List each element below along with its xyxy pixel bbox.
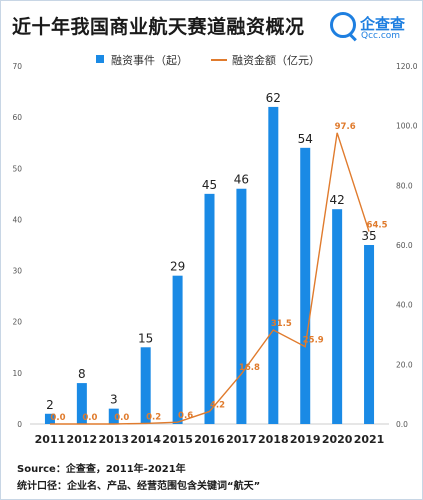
y-right-tick-label: 0.0 [396,420,408,429]
bar-value-label: 42 [329,193,344,207]
chart-legend: 融资事件（起） 融资金额（亿元） [0,52,423,68]
legend-line-label: 融资金额（亿元） [232,54,320,67]
bar [76,383,87,424]
legend-bar-label: 融资事件（起） [111,54,188,67]
bar-value-label: 46 [234,173,249,187]
bar-value-label: 2 [46,398,54,412]
x-tick-label: 2015 [162,433,193,446]
line-value-label: 25.9 [303,336,324,346]
y-right-tick-label: 80.0 [396,181,413,190]
bar [236,188,247,424]
line-value-label: 0.2 [146,412,161,422]
bar [268,106,279,425]
logo-name: 企查查 [360,15,406,33]
x-tick-label: 2012 [67,433,98,446]
bar [44,413,55,424]
bar-value-label: 8 [78,367,86,381]
bar-value-label: 62 [266,91,281,105]
y-left-tick-label: 10 [12,369,22,378]
x-tick-label: 2019 [290,433,321,446]
x-tick-label: 2016 [194,433,225,446]
bar-value-label: 35 [361,229,376,243]
bar [364,245,375,424]
footer-source: Source：企查查，2011年-2021年 [17,464,186,475]
line-value-label: 31.5 [271,319,292,329]
y-right-tick-label: 20.0 [396,360,413,369]
line-value-label: 0.6 [178,411,193,421]
bar-value-label: 54 [298,132,313,146]
x-tick-label: 2020 [322,433,353,446]
y-left-tick-label: 0 [17,420,22,429]
footer-scope: 统计口径：企业名、产品、经营范围包含关键词“航天” [17,481,261,492]
bar [172,275,183,424]
line-value-label: 0.0 [82,413,97,423]
y-left-tick-label: 70 [12,62,22,71]
bar [332,209,343,424]
x-tick-label: 2021 [354,433,385,446]
bar-value-label: 15 [138,331,153,345]
chart-title: 近十年我国商业航天赛道融资概况 [12,16,305,38]
y-right-tick-label: 100.0 [396,122,418,131]
legend-bar-swatch [96,55,104,63]
bar [204,193,215,424]
bar [140,347,151,424]
x-tick-label: 2014 [130,433,161,446]
bar [300,147,311,425]
x-tick-label: 2013 [98,433,129,446]
y-left-tick-label: 20 [12,318,22,327]
y-right-tick-label: 40.0 [396,301,413,310]
magnifier-logo-icon [330,12,356,38]
bar-value-label: 45 [202,178,217,192]
bar-value-label: 3 [110,393,118,407]
y-left-tick-label: 60 [12,113,22,122]
x-tick-label: 2017 [226,433,257,446]
line-value-label: 64.5 [367,221,388,231]
line-value-label: 4.2 [210,400,225,410]
line-value-label: 97.6 [335,122,356,132]
y-right-tick-label: 60.0 [396,241,413,250]
line-value-label: 0.0 [114,413,129,423]
line-value-label: 0.0 [50,413,65,423]
y-left-tick-label: 50 [12,164,22,173]
bar [108,408,119,424]
y-right-tick-label: 120.0 [396,62,418,71]
legend-line-swatch [211,59,227,61]
x-tick-label: 2018 [258,433,289,446]
y-left-tick-label: 30 [12,267,22,276]
line-value-label: 16.8 [239,363,260,373]
qcc-logo: 企查查 Qcc.com [330,10,418,44]
x-tick-label: 2011 [35,433,66,446]
y-left-tick-label: 40 [12,215,22,224]
logo-url: Qcc.com [361,31,401,41]
bar-value-label: 29 [170,260,185,274]
